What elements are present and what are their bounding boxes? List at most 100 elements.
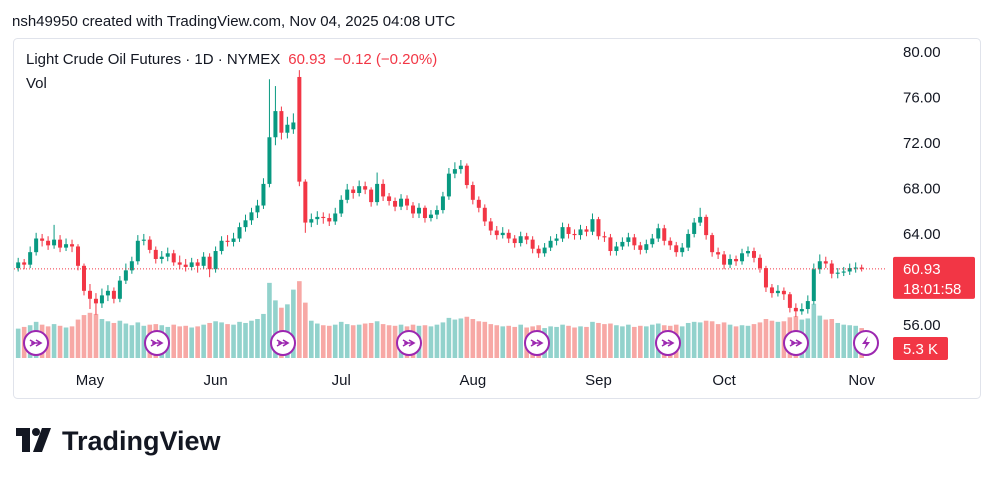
- volume-bar: [596, 322, 601, 358]
- candle-body: [141, 239, 146, 241]
- volume-bar: [314, 323, 320, 358]
- candle-body: [309, 219, 314, 223]
- candle-body: [303, 181, 308, 223]
- volume-label-box: [893, 337, 948, 360]
- volume-bar: [111, 322, 117, 358]
- candle-body: [793, 307, 798, 312]
- candle-body: [393, 200, 398, 207]
- volume-bar: [344, 324, 350, 358]
- volume-bar: [267, 282, 272, 358]
- volume-bar: [464, 316, 470, 358]
- volume-bar: [691, 321, 697, 358]
- candle-body: [165, 253, 170, 257]
- candle-body: [189, 262, 194, 267]
- volume-bar: [297, 281, 302, 358]
- volume-bar: [440, 322, 446, 358]
- volume-bar: [811, 303, 817, 358]
- candle-body: [710, 235, 715, 253]
- volume-bar: [392, 325, 398, 358]
- candle-body: [171, 253, 176, 263]
- candle-body: [805, 301, 810, 310]
- dividend-icon: [853, 330, 879, 356]
- volume-bar: [488, 324, 494, 358]
- rollover-icon: [655, 330, 681, 356]
- volume-bar: [769, 320, 775, 358]
- candle-body: [117, 280, 122, 299]
- volume-bar: [87, 312, 93, 358]
- candle-body: [728, 258, 733, 265]
- candle-body: [584, 229, 589, 232]
- candle-body: [811, 269, 816, 302]
- candle-body: [578, 229, 583, 236]
- volume-bar: [446, 317, 452, 358]
- candle-body: [608, 237, 613, 252]
- volume-bar: [135, 322, 141, 358]
- volume-bar: [123, 323, 129, 358]
- candle-body: [207, 256, 212, 270]
- volume-bar: [512, 326, 518, 358]
- candle-body: [620, 241, 625, 247]
- rollover-icon: [270, 330, 296, 356]
- volume-bar: [685, 322, 691, 358]
- brand-logo: [16, 428, 51, 452]
- candle-body: [542, 247, 547, 254]
- candle-body: [470, 185, 475, 200]
- candle-body: [351, 189, 356, 194]
- candle-body: [327, 218, 332, 222]
- candle-body: [273, 111, 278, 138]
- volume-bar: [141, 325, 147, 358]
- x-tick-label: Sep: [585, 372, 612, 389]
- volume-bar: [751, 324, 757, 358]
- volume-bar: [368, 322, 374, 358]
- x-tick-label: Nov: [848, 372, 875, 389]
- candle-body: [560, 227, 565, 239]
- candle-body: [46, 240, 51, 246]
- candle-body: [686, 233, 691, 248]
- volume-bar: [578, 326, 583, 358]
- volume-bar: [554, 326, 559, 358]
- volume-bar: [739, 325, 745, 358]
- volume-bar: [721, 322, 727, 358]
- volume-bar: [482, 321, 488, 358]
- candle-body: [440, 196, 445, 211]
- candle-body: [363, 186, 368, 190]
- volume-bar: [608, 323, 613, 358]
- candle-body: [129, 261, 134, 271]
- candle-body: [692, 222, 697, 234]
- candle-body: [847, 268, 852, 272]
- y-tick-label: 80.00: [903, 44, 941, 61]
- candle-body: [757, 257, 762, 269]
- candle-body: [674, 245, 679, 253]
- volume-bar: [63, 327, 69, 358]
- volume-bar: [434, 324, 440, 358]
- candle-body: [40, 238, 45, 241]
- candle-body: [680, 247, 685, 253]
- volume-bar: [817, 315, 823, 358]
- volume-bar: [362, 323, 368, 358]
- volume-bar: [243, 322, 248, 358]
- volume-bar: [679, 326, 685, 358]
- candle-body: [369, 189, 374, 203]
- candle-body: [28, 252, 33, 265]
- candle-body: [458, 165, 463, 170]
- volume-bar: [105, 321, 111, 358]
- candle-body: [237, 227, 242, 239]
- candle-body: [835, 272, 840, 274]
- volume-bar: [649, 324, 655, 358]
- volume-bar: [644, 326, 649, 358]
- rollover-icon: [23, 330, 49, 356]
- volume-bar: [303, 302, 308, 358]
- candle-body: [333, 213, 338, 222]
- volume-bar: [709, 321, 715, 358]
- volume-bar: [171, 324, 177, 358]
- candle-body: [159, 256, 164, 259]
- volume-bar: [835, 322, 841, 358]
- candle-body: [602, 236, 607, 238]
- candle-body: [751, 251, 756, 258]
- candle-body: [201, 256, 206, 266]
- price-change: −0.12 (−0.20%): [334, 51, 437, 68]
- candle-body: [841, 271, 846, 273]
- candle-body: [147, 239, 152, 250]
- volume-bar: [291, 289, 296, 358]
- volume-bar: [99, 319, 105, 358]
